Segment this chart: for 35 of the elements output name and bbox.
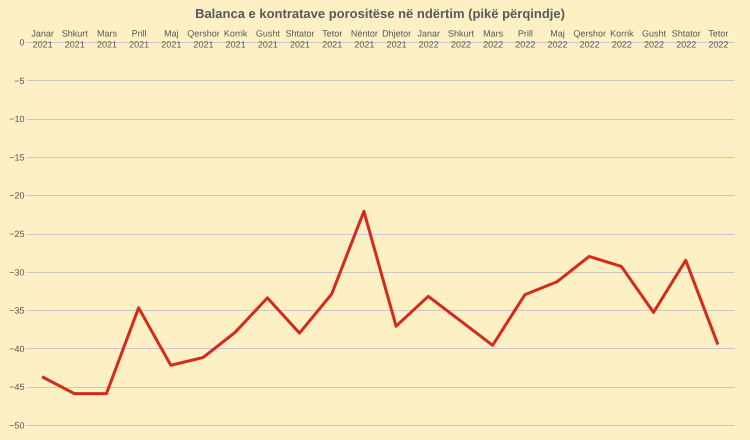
x-tick-label: Shtator 2021 <box>286 28 315 50</box>
y-tick-label: −10 <box>9 114 24 124</box>
line-series <box>40 210 720 396</box>
x-tick-label: Maj 2022 <box>547 28 568 50</box>
x-tick-label: Mars 2022 <box>483 28 504 50</box>
x-tick-label: Gusht 2022 <box>642 28 667 50</box>
y-tick-label: 0 <box>19 38 24 48</box>
x-tick-label: Mars 2021 <box>96 28 118 50</box>
x-tick-label: Maj 2021 <box>161 28 182 50</box>
x-tick-label: Tetor 2022 <box>708 28 728 50</box>
y-tick-label: −40 <box>9 344 24 354</box>
x-tick-label: Janar 2022 <box>418 28 440 50</box>
y-tick-label: −35 <box>9 306 24 316</box>
x-tick-label: Shtator 2022 <box>672 28 701 50</box>
x-tick-label: Korrik 2021 <box>224 28 248 50</box>
x-tick-label: Dhjetor 2021 <box>382 28 412 50</box>
x-tick-label: Qershor 2022 <box>573 28 606 50</box>
x-tick-label: Prill 2022 <box>515 28 536 50</box>
x-tick-label: Qershor 2021 <box>187 28 220 50</box>
x-tick-label: Nëntor 2021 <box>350 28 378 50</box>
y-tick-label: −30 <box>9 267 24 278</box>
y-tick-label: −45 <box>9 382 24 392</box>
x-tick-label: Prill 2021 <box>129 28 150 50</box>
x-tick-label: Korrik 2022 <box>610 28 634 50</box>
x-tick-label: Shkurt 2021 <box>62 28 88 50</box>
x-tick-label: Gusht 2021 <box>256 28 280 50</box>
y-tick-label: −50 <box>9 420 24 430</box>
y-tick-label: −15 <box>9 152 24 162</box>
y-tick-label: −25 <box>9 229 24 239</box>
y-tick-label: −5 <box>14 76 24 86</box>
x-tick-label: Shkurt 2022 <box>448 28 474 50</box>
x-tick-label: Tetor 2021 <box>322 28 342 50</box>
x-tick-label: Janar 2021 <box>31 28 54 50</box>
chart-title: Balanca e kontratave porositëse në ndërtim (pikë përqindje) <box>195 6 565 21</box>
y-tick-label: −20 <box>9 190 24 201</box>
